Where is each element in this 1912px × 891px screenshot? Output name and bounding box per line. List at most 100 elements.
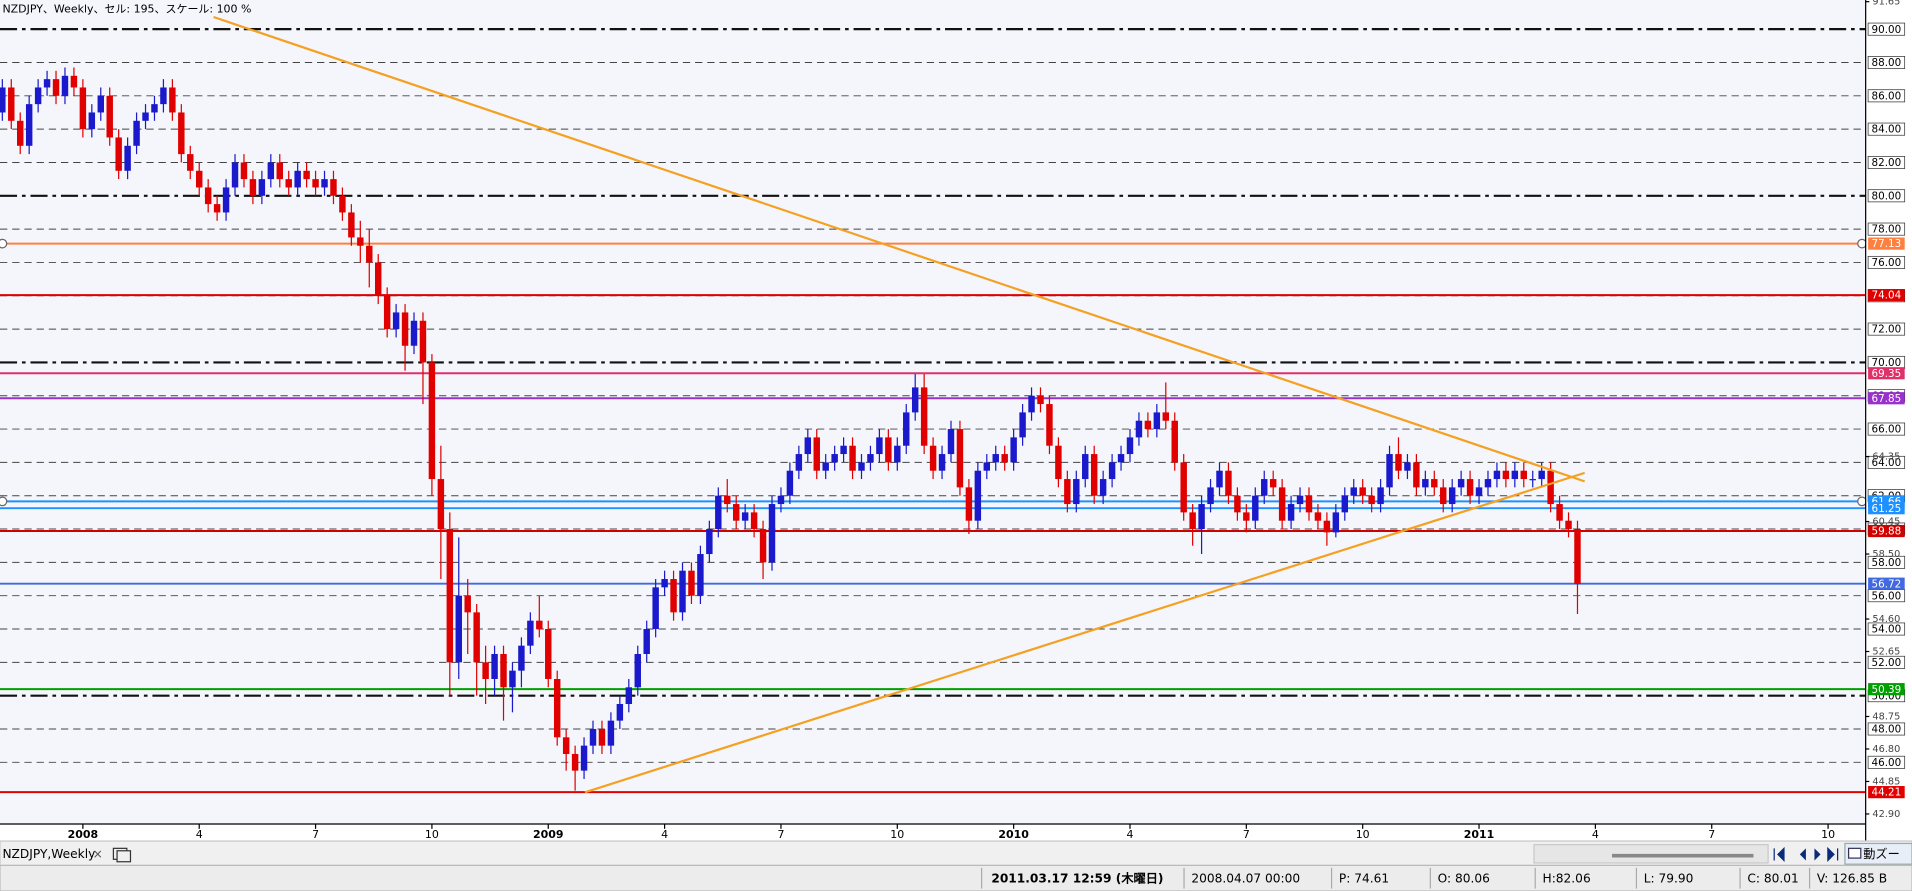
candle-body xyxy=(1064,479,1071,505)
candle-body xyxy=(1305,495,1313,513)
candle-body xyxy=(491,654,498,679)
candle-body xyxy=(1395,454,1402,471)
candle-body xyxy=(1269,479,1277,488)
candle-body xyxy=(1099,479,1107,496)
tab-label[interactable]: NZDJPY,Weekly xyxy=(2,847,95,861)
candle-body xyxy=(1207,487,1214,505)
price-label-box xyxy=(1868,577,1905,590)
x-tick-label: 10 xyxy=(1821,828,1835,841)
x-tick-label: 10 xyxy=(425,828,439,841)
zoom-button[interactable] xyxy=(1844,842,1912,865)
candle-body xyxy=(222,187,230,213)
candle-body xyxy=(1440,487,1447,505)
candle-body xyxy=(17,120,24,146)
y-tick-label: 66.00 xyxy=(1872,424,1902,436)
price-label: 44.21 xyxy=(1872,787,1902,799)
candle-body xyxy=(1243,512,1250,521)
price-label: 50.39 xyxy=(1872,684,1902,696)
candle-body xyxy=(1010,437,1017,463)
candle-body xyxy=(768,504,776,563)
candle-body xyxy=(1117,454,1125,463)
tab-close[interactable]: × xyxy=(93,847,103,861)
y-tick-label: 46.00 xyxy=(1872,757,1902,769)
trendline xyxy=(213,15,1585,483)
candle-body xyxy=(804,437,812,455)
price-label: 61.25 xyxy=(1872,503,1902,515)
y-tick-label: 88.00 xyxy=(1872,57,1902,69)
zoom-label[interactable]: 動ズー xyxy=(1863,846,1900,861)
y-tick-label: 58.00 xyxy=(1872,557,1902,569)
candle-body xyxy=(1189,512,1196,530)
candle-body xyxy=(97,95,104,113)
candle-body xyxy=(374,262,382,296)
candle-body xyxy=(43,79,51,88)
axis-labels: 46.0048.0050.0052.0054.0056.0058.0060.00… xyxy=(68,0,1906,841)
candle-body xyxy=(366,245,373,263)
y-tick-label: 46.80 xyxy=(1872,744,1900,755)
x-tick-label: 7 xyxy=(312,828,319,841)
x-tick-label: 10 xyxy=(1356,828,1370,841)
y-tick-box xyxy=(1867,755,1906,769)
status-item: 2011.03.17 12:59 (木曜日) xyxy=(991,870,1163,885)
candle-body xyxy=(1556,504,1563,521)
candle-body xyxy=(661,579,668,588)
y-tick-label: 42.90 xyxy=(1872,809,1900,820)
status-item: L: 79.90 xyxy=(1644,871,1694,885)
candle-body xyxy=(536,620,543,630)
candle-body xyxy=(929,445,937,471)
nav-buttons[interactable] xyxy=(1773,846,1839,862)
candle-body xyxy=(992,454,999,463)
candle-body xyxy=(437,479,445,530)
y-tick-box xyxy=(1867,56,1906,69)
candle-body xyxy=(70,75,78,88)
zoom-icon[interactable] xyxy=(1847,847,1862,859)
status-item: O: 80.06 xyxy=(1438,871,1490,885)
candle-body xyxy=(1404,462,1411,471)
candle-body xyxy=(0,87,6,113)
candle-body xyxy=(357,237,364,246)
candle-body xyxy=(1538,470,1545,480)
y-tick-box xyxy=(1867,155,1906,169)
status-bar xyxy=(0,864,1912,891)
candle-body xyxy=(1323,520,1331,533)
candle-body xyxy=(321,179,328,188)
candle-body xyxy=(160,87,167,105)
candle-body xyxy=(1359,487,1366,496)
price-label-box xyxy=(1868,524,1905,538)
candle-body xyxy=(1341,495,1349,513)
candle-body xyxy=(1198,504,1205,530)
y-tick-label: 56.00 xyxy=(1872,590,1902,602)
candle-body xyxy=(8,87,15,121)
candle-body xyxy=(61,75,69,96)
candle-body xyxy=(947,429,955,455)
x-tick-label: 4 xyxy=(1127,828,1134,841)
window-icon[interactable] xyxy=(112,847,132,863)
x-tick-label: 7 xyxy=(1708,828,1715,841)
candle-body xyxy=(401,312,409,346)
y-tick-label: 48.00 xyxy=(1872,724,1902,736)
candle-body xyxy=(652,587,659,630)
candle-body xyxy=(876,437,883,455)
candle-body xyxy=(831,454,838,463)
status-item: P: 74.61 xyxy=(1339,871,1389,885)
y-tick-box xyxy=(1867,422,1906,436)
candle-body xyxy=(1287,504,1295,521)
candle-body xyxy=(231,162,239,188)
candle-body xyxy=(616,703,624,721)
y-tick-box xyxy=(1867,189,1906,203)
x-tick-label: 2011 xyxy=(1464,828,1495,841)
candle-body xyxy=(956,429,964,488)
candle-body xyxy=(634,654,641,688)
candle-body xyxy=(1261,479,1268,496)
candle-body xyxy=(348,212,355,238)
candle-body xyxy=(52,79,60,96)
candle-body xyxy=(706,529,713,555)
y-tick-box xyxy=(1867,722,1906,736)
candle-body xyxy=(1073,479,1080,505)
candle-body xyxy=(938,454,946,471)
candle-body xyxy=(1082,454,1089,480)
candle-body xyxy=(151,104,158,113)
candle-body xyxy=(258,179,266,196)
y-tick-label: 44.85 xyxy=(1872,776,1900,787)
